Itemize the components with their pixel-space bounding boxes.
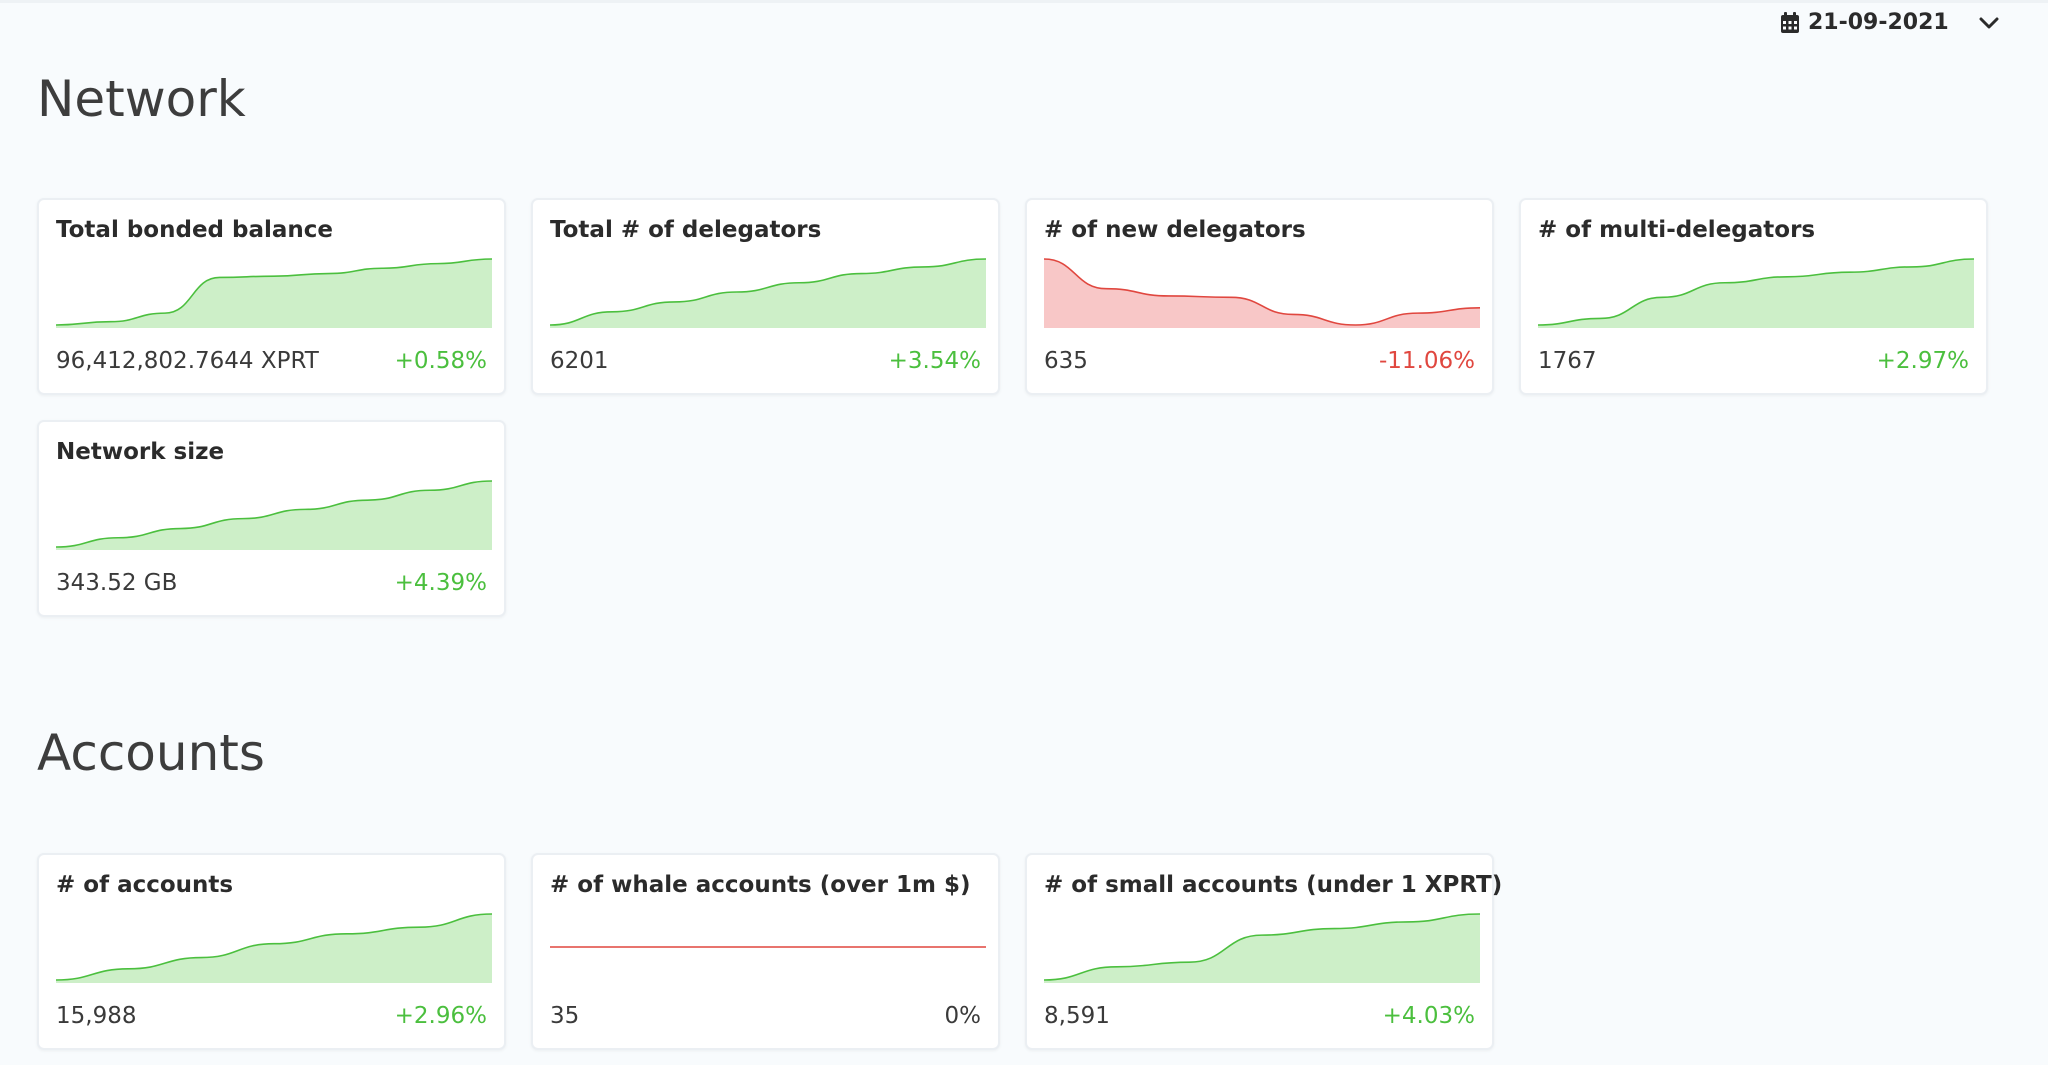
sparkline-line <box>56 913 492 981</box>
section-title-accounts: Accounts <box>37 724 265 782</box>
card-value: 8,591 <box>1044 1003 1110 1029</box>
section-title-network: Network <box>37 70 246 128</box>
card-value: 96,412,802.7644 XPRT <box>56 348 319 374</box>
card-value: 15,988 <box>56 1003 137 1029</box>
stat-card-accounts[interactable]: # of accounts 15,988 +2.96% <box>37 853 506 1050</box>
card-change: +4.03% <box>1382 1003 1475 1029</box>
sparkline-area <box>1044 914 1480 983</box>
stat-card-multi-delegators[interactable]: # of multi-delegators 1767 +2.97% <box>1519 198 1988 395</box>
card-title: Total bonded balance <box>56 217 334 243</box>
sparkline-chart <box>550 258 986 328</box>
date-value: 21-09-2021 <box>1808 10 1949 35</box>
card-change: +3.54% <box>888 348 981 374</box>
sparkline-area <box>56 481 492 550</box>
card-change: +4.39% <box>394 570 487 596</box>
card-title: Network size <box>56 439 225 465</box>
sparkline-line <box>1538 258 1974 326</box>
card-value: 35 <box>550 1003 580 1029</box>
card-title: # of whale accounts (over 1m $) <box>550 872 971 898</box>
sparkline-chart <box>550 946 986 948</box>
chevron-down-icon[interactable] <box>1979 16 1999 30</box>
sparkline-chart <box>1538 258 1974 328</box>
card-title: # of multi-delegators <box>1538 217 1816 243</box>
top-divider <box>0 0 2048 3</box>
sparkline-line <box>1044 913 1480 981</box>
stat-card-network-size[interactable]: Network size 343.52 GB +4.39% <box>37 420 506 617</box>
sparkline-chart <box>56 258 492 328</box>
card-change: +0.58% <box>394 348 487 374</box>
stat-card-whale-accounts[interactable]: # of whale accounts (over 1m $) 35 0% <box>531 853 1000 1050</box>
calendar-icon <box>1781 11 1799 33</box>
stat-card-total-delegators[interactable]: Total # of delegators 6201 +3.54% <box>531 198 1000 395</box>
card-title: # of new delegators <box>1044 217 1306 243</box>
sparkline-line <box>550 258 986 326</box>
sparkline-chart <box>56 913 492 983</box>
sparkline-chart <box>1044 913 1480 983</box>
card-value: 635 <box>1044 348 1088 374</box>
card-change: 0% <box>944 1003 982 1029</box>
date-picker[interactable]: 21-09-2021 <box>1780 10 1999 35</box>
sparkline-area <box>550 259 986 328</box>
card-title: # of accounts <box>56 872 234 898</box>
stat-card-new-delegators[interactable]: # of new delegators 635 -11.06% <box>1025 198 1494 395</box>
sparkline-line <box>1044 258 1480 326</box>
card-change: +2.97% <box>1876 348 1969 374</box>
card-value: 6201 <box>550 348 609 374</box>
sparkline-chart <box>1044 258 1480 328</box>
sparkline-chart <box>56 480 492 550</box>
sparkline-line <box>56 258 492 326</box>
sparkline-area <box>1044 259 1480 328</box>
stat-card-small-accounts[interactable]: # of small accounts (under 1 XPRT) 8,591… <box>1025 853 1502 1050</box>
sparkline-line <box>56 480 492 548</box>
sparkline-area <box>56 914 492 983</box>
sparkline-area <box>56 259 492 328</box>
card-title: # of small accounts (under 1 XPRT) <box>1044 872 1503 898</box>
card-value: 343.52 GB <box>56 570 178 596</box>
card-change: -11.06% <box>1379 348 1475 374</box>
card-value: 1767 <box>1538 348 1597 374</box>
card-title: Total # of delegators <box>550 217 822 243</box>
card-change: +2.96% <box>394 1003 487 1029</box>
sparkline-area <box>1538 259 1974 328</box>
stat-card-total-bonded-balance[interactable]: Total bonded balance 96,412,802.7644 XPR… <box>37 198 506 395</box>
